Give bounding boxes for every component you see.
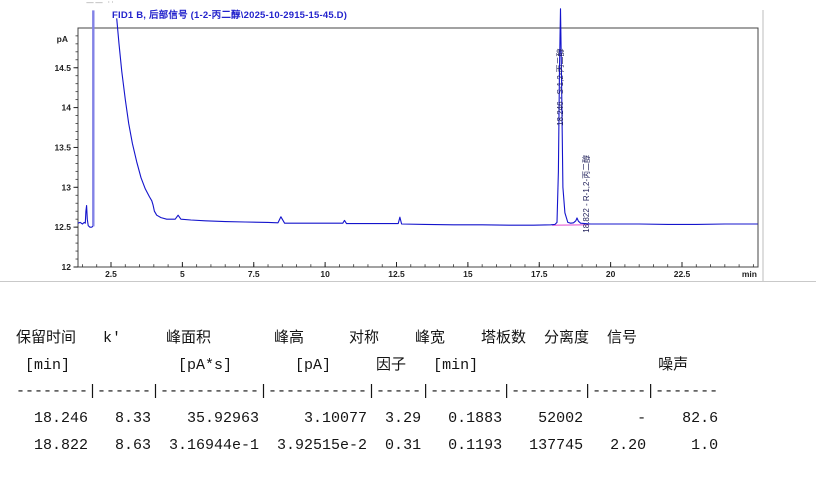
chart-bottom-divider xyxy=(0,281,816,282)
chromatogram-trace xyxy=(77,8,758,228)
svg-text:13.5: 13.5 xyxy=(54,142,71,152)
peak-label-layer: 18.246 - S-1,2-丙二醇 18.822 - R-1,2-丙二醇 xyxy=(555,49,591,233)
svg-text:7.5: 7.5 xyxy=(248,269,260,279)
svg-text:10: 10 xyxy=(320,269,330,279)
svg-text:20: 20 xyxy=(606,269,616,279)
chart-axes: 2.5 5 7.5 10 12.5 15 17.5 20 22.5 12 12.5 13 13.5 14 1… xyxy=(54,27,759,279)
svg-text:14: 14 xyxy=(62,103,72,113)
svg-text:2.5: 2.5 xyxy=(105,269,117,279)
svg-text:12.5: 12.5 xyxy=(388,269,405,279)
svg-text:13: 13 xyxy=(62,182,72,192)
svg-text:18.822 - R-1,2-丙二醇: 18.822 - R-1,2-丙二醇 xyxy=(581,155,591,233)
x-axis-unit-label: min xyxy=(742,269,757,279)
chromatogram-svg: 2.5 5 7.5 10 12.5 15 17.5 20 22.5 12 12.5 13 13.5 14 1… xyxy=(54,8,759,279)
svg-text:12.5: 12.5 xyxy=(54,222,71,232)
svg-text:5: 5 xyxy=(180,269,185,279)
svg-text:14.5: 14.5 xyxy=(54,63,71,73)
chart-title: FID1 B, 后部信号 (1-2-丙二醇\2025-10-2915-15-45… xyxy=(112,10,348,21)
peak-results-table: 保留时间 k' 峰面积 峰高 对称 峰宽 塔板数 分离度 信号 [min] [p… xyxy=(16,330,719,454)
svg-text:17.5: 17.5 xyxy=(531,269,548,279)
y-axis-unit-label: pA xyxy=(57,34,68,44)
cropped-corner-artifact: —— ·· xyxy=(86,0,115,7)
svg-text:22.5: 22.5 xyxy=(674,269,691,279)
svg-text:12: 12 xyxy=(62,262,72,272)
svg-text:15: 15 xyxy=(463,269,473,279)
svg-text:18.246 - S-1,2-丙二醇: 18.246 - S-1,2-丙二醇 xyxy=(555,49,565,126)
chart-panel-shadow xyxy=(762,10,764,281)
